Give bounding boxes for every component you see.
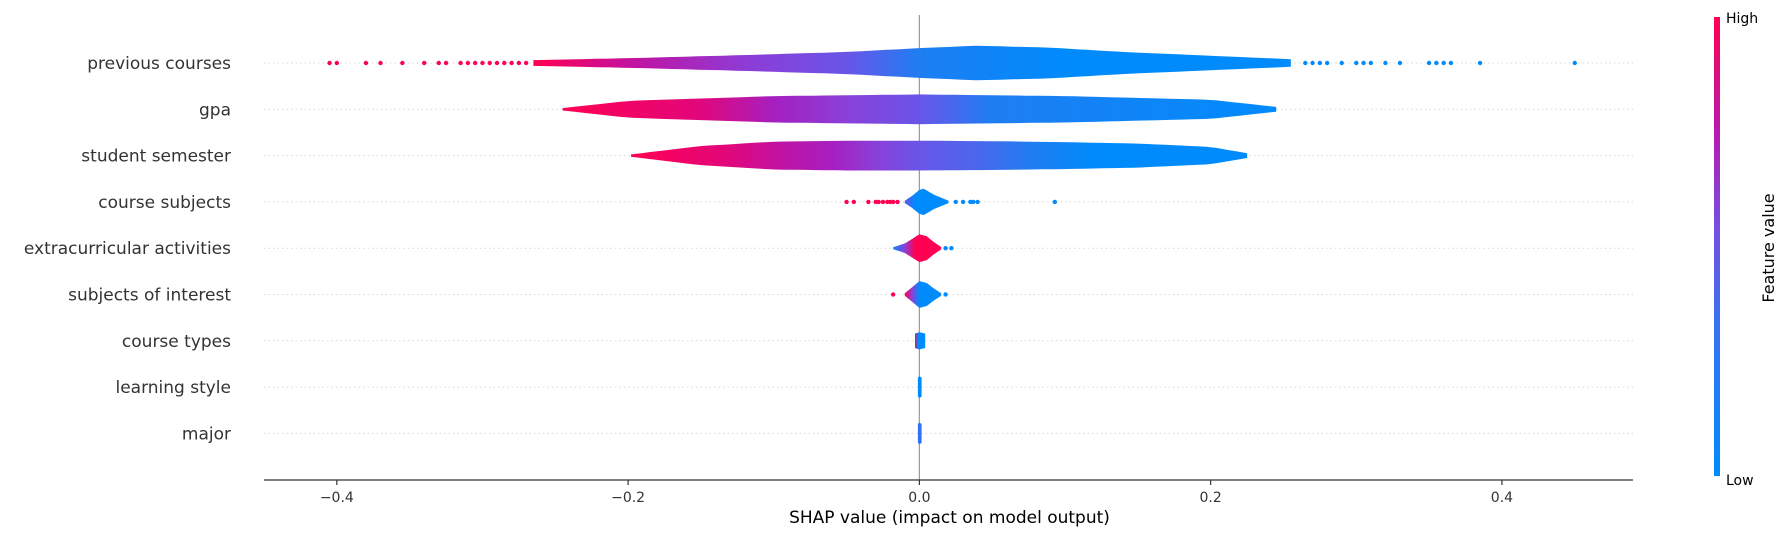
feature-label-major: major (182, 424, 231, 444)
feature-label-subjects-of-interest: subjects of interest (68, 286, 231, 306)
feature-labels: previous courses gpa student semester cours… (24, 54, 231, 444)
outlier-point (443, 60, 449, 66)
outlier-point (1397, 60, 1403, 66)
outlier-point (1052, 199, 1058, 205)
colorbar-title: Feature value (1759, 193, 1778, 302)
outlier-point (523, 60, 529, 66)
outlier-point (1434, 60, 1439, 66)
violin-layer (327, 45, 1577, 445)
x-tick-label: −0.2 (611, 490, 645, 506)
outlier-point (1441, 60, 1446, 66)
outlier-point (1426, 60, 1432, 66)
x-axis-title: SHAP value (impact on model output) (789, 508, 1110, 528)
violin-subjects-of-interest (904, 281, 942, 308)
outlier-point (895, 199, 900, 205)
outlier-point (943, 292, 948, 297)
outlier-point (1448, 60, 1454, 66)
outlier-point (844, 199, 849, 205)
outlier-point (1572, 60, 1577, 66)
outlier-point (1383, 60, 1388, 66)
colorbar-high-label: High (1726, 11, 1758, 27)
outlier-point (1368, 60, 1374, 66)
outlier-point (971, 199, 976, 205)
violin-student-semester (631, 140, 1248, 171)
x-tick-label: −0.4 (320, 490, 354, 506)
violin-previous-courses (533, 45, 1291, 81)
outlier-point (1317, 60, 1323, 66)
outlier-point (943, 246, 948, 251)
colorbar-low-label: Low (1726, 473, 1754, 489)
outlier-point (502, 60, 507, 66)
outlier-point (465, 60, 471, 66)
outlier-point (487, 60, 492, 66)
feature-label-previous-courses: previous courses (87, 54, 231, 74)
outlier-point (1303, 60, 1308, 66)
feature-label-student-semester: student semester (81, 147, 231, 167)
outlier-point (472, 60, 478, 66)
violin-major (917, 422, 922, 445)
outlier-point (953, 199, 958, 205)
outlier-point (851, 199, 857, 205)
violin-course-types (915, 332, 926, 350)
feature-label-extracurricular-activities: extracurricular activities (24, 239, 231, 259)
outlier-point (975, 199, 980, 205)
violin-gpa (562, 94, 1277, 125)
outlier-point (1339, 60, 1344, 66)
outlier-point (378, 60, 383, 66)
outlier-point (876, 199, 881, 205)
outlier-point (1354, 60, 1359, 66)
violin-learning-style (917, 376, 922, 398)
feature-label-course-types: course types (122, 332, 231, 352)
outlier-point (890, 199, 896, 205)
outlier-point (1324, 60, 1330, 66)
outlier-point (516, 60, 522, 66)
x-tick-label: 0.2 (1200, 490, 1222, 506)
feature-label-gpa: gpa (199, 100, 231, 120)
outlier-point (960, 199, 966, 205)
violin-course-subjects (904, 188, 949, 216)
outlier-point (334, 60, 340, 66)
outlier-point (400, 60, 405, 66)
outlier-point (458, 60, 463, 66)
outlier-point (1310, 60, 1315, 66)
outlier-point (1477, 60, 1483, 66)
outlier-point (436, 60, 441, 66)
outlier-point (422, 60, 427, 66)
outlier-point (509, 60, 514, 66)
outlier-point (866, 199, 871, 205)
outlier-point (480, 60, 485, 66)
outlier-point (949, 246, 954, 251)
violin-extracurricular-activities (893, 234, 942, 263)
outlier-point (880, 199, 886, 205)
outlier-point (363, 60, 369, 66)
x-axis-ticks: −0.4 −0.2 0.0 0.2 0.4 (320, 480, 1513, 506)
feature-label-course-subjects: course subjects (98, 193, 231, 213)
x-tick-label: 0.0 (908, 490, 930, 506)
outlier-point (327, 60, 332, 66)
outlier-point (1361, 60, 1366, 66)
x-tick-label: 0.4 (1491, 490, 1513, 506)
feature-label-learning-style: learning style (115, 378, 231, 398)
outlier-point (494, 60, 500, 66)
colorbar (1714, 17, 1720, 476)
outlier-point (890, 292, 896, 297)
